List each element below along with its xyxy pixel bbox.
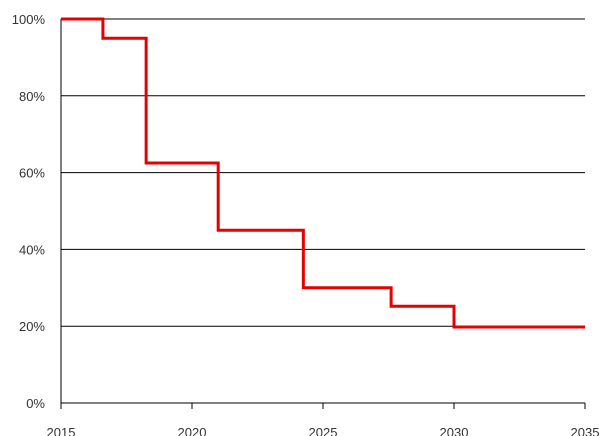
x-tick-label: 2015 [47, 425, 76, 436]
x-tick-label: 2030 [440, 425, 469, 436]
series-group [61, 17, 585, 329]
axes [60, 19, 585, 404]
y-tick-label: 60% [19, 166, 45, 181]
gridlines [61, 18, 585, 327]
series-line [61, 17, 585, 329]
y-tick-label: 100% [12, 12, 46, 27]
y-axis-ticks: 0% 20% 40% 60% 80% 100% [12, 12, 46, 411]
x-tick-label: 2035 [571, 425, 600, 436]
x-tick-label: 2020 [178, 425, 207, 436]
y-tick-label: 20% [19, 319, 45, 334]
x-axis-ticks: 2015 2020 2025 2030 2035 [47, 403, 600, 436]
y-tick-label: 80% [19, 89, 45, 104]
y-tick-label: 40% [19, 242, 45, 257]
y-tick-label: 0% [26, 396, 45, 411]
x-tick-label: 2025 [309, 425, 338, 436]
